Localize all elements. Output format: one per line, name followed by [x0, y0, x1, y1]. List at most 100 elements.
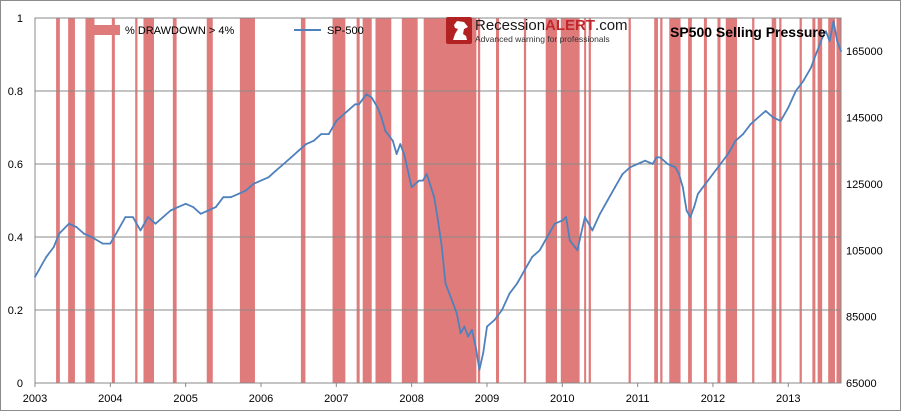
sp500-point [339, 116, 341, 119]
sp500-point [230, 196, 232, 199]
sp500-point [437, 219, 439, 222]
sp500-point [68, 222, 70, 225]
sp500-point [34, 275, 36, 278]
sp500-point [222, 196, 225, 199]
sp500-point [376, 106, 379, 109]
sp500-point [764, 110, 767, 112]
x-tick-label: 2007 [324, 393, 348, 405]
sp500-point [757, 116, 759, 119]
sp500-point [45, 256, 48, 258]
sp500-point [825, 30, 827, 33]
drawdown-band [68, 18, 75, 383]
sp500-point [207, 209, 210, 212]
sp500-point [553, 222, 556, 225]
knight-chess-piece-icon [453, 21, 468, 40]
sp500-point [779, 120, 782, 122]
sp500-point [742, 133, 744, 136]
left-y-tick-label: 0.6 [8, 159, 23, 171]
sp500-point [787, 106, 790, 109]
sp500-point [666, 163, 669, 165]
sp500-point [275, 169, 277, 172]
sp500-point [346, 110, 349, 112]
sp500-point [252, 183, 255, 185]
drawdown-band [239, 18, 255, 383]
sp500-point [685, 209, 688, 212]
sp500-point [139, 229, 142, 232]
sp500-point [832, 20, 835, 23]
sp500-point [606, 199, 609, 202]
drawdown-band [812, 18, 816, 383]
sp500-point [312, 139, 315, 142]
right-y-tick-label: 125000 [846, 179, 883, 191]
x-tick-label: 2003 [23, 393, 47, 405]
sp500-point [169, 209, 172, 212]
sp500-point [260, 179, 262, 182]
drawdown-band [717, 18, 721, 383]
logo-tagline: Advanced warning for professionals [475, 34, 610, 44]
sp500-point [828, 40, 831, 43]
sp500-point [327, 133, 330, 136]
sp500-point [290, 156, 292, 159]
sp500-point [644, 159, 646, 162]
right-y-tick-label: 145000 [846, 113, 883, 125]
x-tick-label: 2009 [475, 393, 499, 405]
sp500-point [109, 242, 112, 245]
x-tick-label: 2006 [249, 393, 273, 405]
x-tick-label: 2005 [173, 393, 197, 405]
sp500-point [584, 216, 586, 219]
left-y-tick-label: 0.8 [8, 86, 23, 98]
left-y-tick-label: 1 [17, 13, 23, 25]
drawdown-band [799, 18, 802, 383]
right-y-axis: 65000 85000 105000 125000 145000 165000 [846, 46, 883, 390]
sp500-point [523, 269, 526, 272]
drawdown-bands [56, 18, 841, 383]
sp500-point [267, 176, 270, 179]
sp500-point [75, 226, 78, 228]
sp500-point [836, 40, 839, 43]
x-tick-label: 2011 [626, 393, 650, 405]
sp500-point [433, 196, 436, 199]
sp500-point [591, 229, 594, 232]
sp500-point [83, 232, 85, 235]
sp500-point [320, 133, 323, 136]
sp500-point [305, 143, 308, 146]
x-tick-label: 2013 [776, 393, 800, 405]
sp500-point [52, 246, 55, 248]
right-y-tick-label: 85000 [846, 312, 877, 324]
sp500-point [730, 146, 733, 149]
sp500-point [365, 93, 368, 96]
x-tick-label: 2004 [98, 393, 122, 405]
sp500-point [418, 179, 421, 182]
right-y-tick-label: 105000 [846, 245, 883, 257]
x-axis: 2003 2004 2005 2006 2007 2008 2009 2010 2011 2012… [23, 383, 801, 405]
sp500-point [101, 242, 104, 245]
sp500-point [474, 345, 477, 348]
drawdown-band [85, 18, 95, 383]
drawdown-band [669, 18, 681, 383]
sp500-point [448, 292, 451, 295]
sp500-point [471, 329, 473, 331]
sp500-point [478, 368, 481, 371]
drawdown-band [660, 18, 663, 383]
drawdown-band [828, 18, 835, 383]
drawdown-band [362, 18, 372, 383]
drawdown-band [332, 18, 346, 383]
sp500-point [245, 189, 247, 192]
sp500-point [486, 325, 488, 328]
sp500-point [147, 216, 149, 219]
sp500-point [794, 90, 797, 92]
sp500-point [455, 312, 458, 315]
drawdown-band [56, 18, 60, 383]
sp500-point [444, 282, 447, 285]
drawdown-band [836, 18, 841, 383]
drawdown-band [300, 18, 306, 383]
sp500-series [34, 20, 842, 371]
x-tick-label: 2010 [550, 393, 574, 405]
drawdown-band [545, 18, 558, 383]
sp500-point [810, 66, 812, 69]
sp500-point [410, 186, 413, 189]
drawdown-band [779, 18, 782, 383]
sp500-point [177, 206, 180, 209]
sp500-point [821, 37, 824, 39]
